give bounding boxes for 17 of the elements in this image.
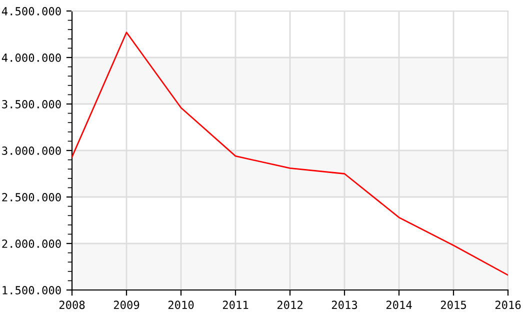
x-tick-label: 2008 bbox=[59, 300, 85, 310]
y-tick-label: 2.500.000 bbox=[2, 193, 61, 202]
x-tick-label: 2015 bbox=[440, 300, 466, 310]
y-tick-label: 3.000.000 bbox=[2, 146, 61, 155]
x-tick-label: 2012 bbox=[277, 300, 302, 310]
x-tick-label: 2013 bbox=[332, 300, 358, 310]
x-tick-label: 2009 bbox=[114, 300, 140, 310]
x-tick-label: 2016 bbox=[495, 300, 521, 310]
line-series bbox=[72, 32, 508, 276]
y-tick-label: 3.500.000 bbox=[2, 100, 61, 108]
x-tick-label: 2011 bbox=[222, 300, 248, 310]
y-tick-label: 2.000.000 bbox=[2, 240, 61, 248]
y-tick-label: 1.500.000 bbox=[2, 286, 61, 294]
x-tick-label: 2014 bbox=[386, 300, 412, 310]
x-tick-label: 2010 bbox=[168, 300, 194, 310]
y-tick-label: 4.000.000 bbox=[2, 54, 61, 62]
y-tick-label: 4.500.000 bbox=[2, 7, 61, 16]
